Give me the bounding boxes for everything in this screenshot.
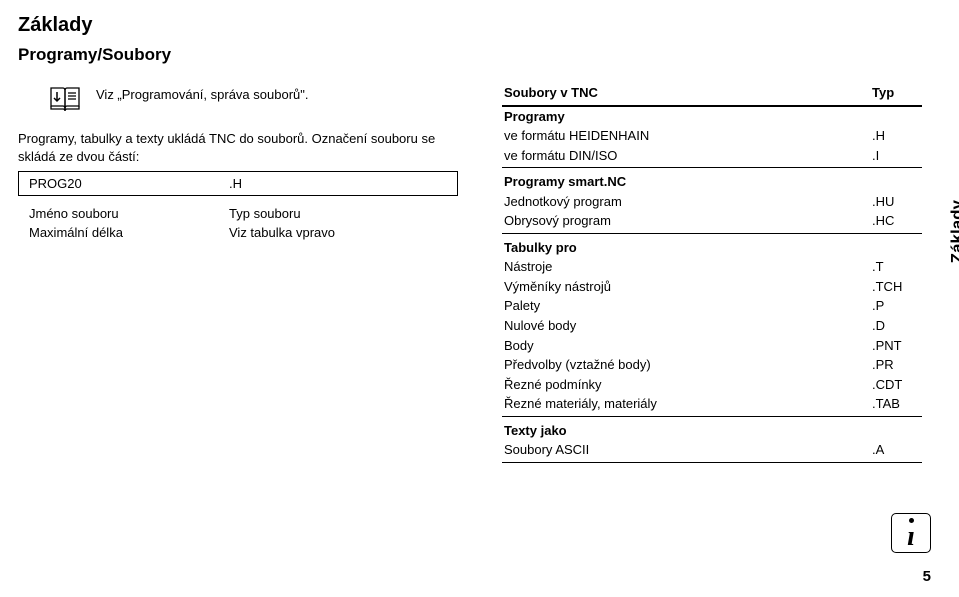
table-cell-label: Palety bbox=[504, 297, 872, 315]
note-row: Viz „Programování, správa souborů". bbox=[18, 83, 458, 116]
table-cell-ext: .D bbox=[872, 317, 922, 335]
note-text: Viz „Programování, správa souborů". bbox=[96, 83, 308, 102]
table-section: Texty jakoSoubory ASCII.A bbox=[502, 421, 922, 463]
table-group-row: Programy bbox=[502, 107, 922, 127]
table-header-col1: Soubory v TNC bbox=[504, 84, 872, 102]
kv-rows: Jméno souboruTyp souboruMaximální délkaV… bbox=[18, 204, 458, 242]
table-section: Tabulky proNástroje.TVýměníky nástrojů.T… bbox=[502, 238, 922, 417]
table-cell-label: Předvolby (vztažné body) bbox=[504, 356, 872, 374]
kv-key: Maximální délka bbox=[29, 225, 229, 240]
kv-row: Jméno souboruTyp souboru bbox=[18, 204, 458, 223]
table-row: Body.PNT bbox=[502, 336, 922, 356]
rule-thin bbox=[502, 233, 922, 234]
table-cell-label: Soubory ASCII bbox=[504, 441, 872, 459]
table-row: ve formátu HEIDENHAIN.H bbox=[502, 126, 922, 146]
table-cell-label: Jednotkový program bbox=[504, 193, 872, 211]
kv-row: Maximální délkaViz tabulka vpravo bbox=[18, 223, 458, 242]
table-row: Předvolby (vztažné body).PR bbox=[502, 355, 922, 375]
progname-box: PROG20 .H bbox=[18, 171, 458, 196]
table-cell-ext: .I bbox=[872, 147, 922, 165]
table-cell-ext: .PNT bbox=[872, 337, 922, 355]
table-cell-label: ve formátu DIN/ISO bbox=[504, 147, 872, 165]
rule-thin bbox=[502, 167, 922, 168]
table-cell-ext: .T bbox=[872, 258, 922, 276]
table-header-col2: Typ bbox=[872, 84, 922, 102]
table-cell-label: Body bbox=[504, 337, 872, 355]
table-row: ve formátu DIN/ISO.I bbox=[502, 146, 922, 166]
table-group-title: Tabulky pro bbox=[504, 239, 872, 257]
table-cell-ext: .HC bbox=[872, 212, 922, 230]
table-cell-label: Obrysový program bbox=[504, 212, 872, 230]
table-row: Obrysový program.HC bbox=[502, 211, 922, 231]
progname-ext: .H bbox=[229, 176, 447, 191]
content-columns: Viz „Programování, správa souborů". Prog… bbox=[18, 83, 931, 467]
table-row: Palety.P bbox=[502, 296, 922, 316]
table-cell-ext: .P bbox=[872, 297, 922, 315]
table-cell-label: Řezné podmínky bbox=[504, 376, 872, 394]
kv-value: Typ souboru bbox=[229, 206, 448, 221]
table-group-row: Texty jako bbox=[502, 421, 922, 441]
rule-thin bbox=[502, 462, 922, 463]
paragraph: Programy, tabulky a texty ukládá TNC do … bbox=[18, 130, 458, 165]
table-cell-label: Výměníky nástrojů bbox=[504, 278, 872, 296]
table-cell-ext: .PR bbox=[872, 356, 922, 374]
page-number: 5 bbox=[923, 568, 931, 585]
rule-thin bbox=[502, 416, 922, 417]
right-column: Soubory v TNC Typ Programyve formátu HEI… bbox=[502, 83, 922, 467]
table-cell-label: Nástroje bbox=[504, 258, 872, 276]
book-icon bbox=[48, 83, 82, 116]
table-group-title: Programy smart.NC bbox=[504, 173, 872, 191]
page-title: Základy bbox=[18, 14, 931, 37]
table-row: Řezné podmínky.CDT bbox=[502, 375, 922, 395]
table-section: Programyve formátu HEIDENHAIN.Hve formát… bbox=[502, 107, 922, 169]
left-column: Viz „Programování, správa souborů". Prog… bbox=[18, 83, 458, 467]
table-cell-ext: .HU bbox=[872, 193, 922, 211]
table-row: Jednotkový program.HU bbox=[502, 192, 922, 212]
kv-value: Viz tabulka vpravo bbox=[229, 225, 448, 240]
table-cell-ext: .H bbox=[872, 127, 922, 145]
progname-name: PROG20 bbox=[29, 176, 229, 191]
table-group-row: Tabulky pro bbox=[502, 238, 922, 258]
section-title: Programy/Soubory bbox=[18, 45, 931, 65]
side-tab-label: Základy bbox=[947, 200, 959, 263]
kv-key: Jméno souboru bbox=[29, 206, 229, 221]
table-group-title: Programy bbox=[504, 108, 872, 126]
table-header: Soubory v TNC Typ bbox=[502, 83, 922, 103]
table-group-row: Programy smart.NC bbox=[502, 172, 922, 192]
table-cell-ext: .A bbox=[872, 441, 922, 459]
table-row: Nulové body.D bbox=[502, 316, 922, 336]
table-cell-label: Nulové body bbox=[504, 317, 872, 335]
table-cell-ext: .CDT bbox=[872, 376, 922, 394]
table-cell-ext: .TAB bbox=[872, 395, 922, 413]
table-row: Výměníky nástrojů.TCH bbox=[502, 277, 922, 297]
table-row: Nástroje.T bbox=[502, 257, 922, 277]
table-cell-label: Řezné materiály, materiály bbox=[504, 395, 872, 413]
table-section: Programy smart.NCJednotkový program.HUOb… bbox=[502, 172, 922, 234]
table-group-title: Texty jako bbox=[504, 422, 872, 440]
table-row: Soubory ASCII.A bbox=[502, 440, 922, 460]
table-cell-label: ve formátu HEIDENHAIN bbox=[504, 127, 872, 145]
table-row: Řezné materiály, materiály.TAB bbox=[502, 394, 922, 414]
table-cell-ext: .TCH bbox=[872, 278, 922, 296]
info-icon: ı bbox=[891, 513, 931, 553]
